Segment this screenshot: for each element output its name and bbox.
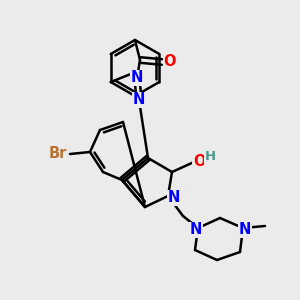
Text: H: H xyxy=(204,151,216,164)
Text: N: N xyxy=(131,70,143,86)
Text: N: N xyxy=(239,223,251,238)
Text: O: O xyxy=(193,154,205,169)
Text: O: O xyxy=(164,55,176,70)
Text: N: N xyxy=(190,223,202,238)
Text: Br: Br xyxy=(49,146,67,161)
Text: N: N xyxy=(133,92,145,107)
Text: N: N xyxy=(168,190,180,206)
